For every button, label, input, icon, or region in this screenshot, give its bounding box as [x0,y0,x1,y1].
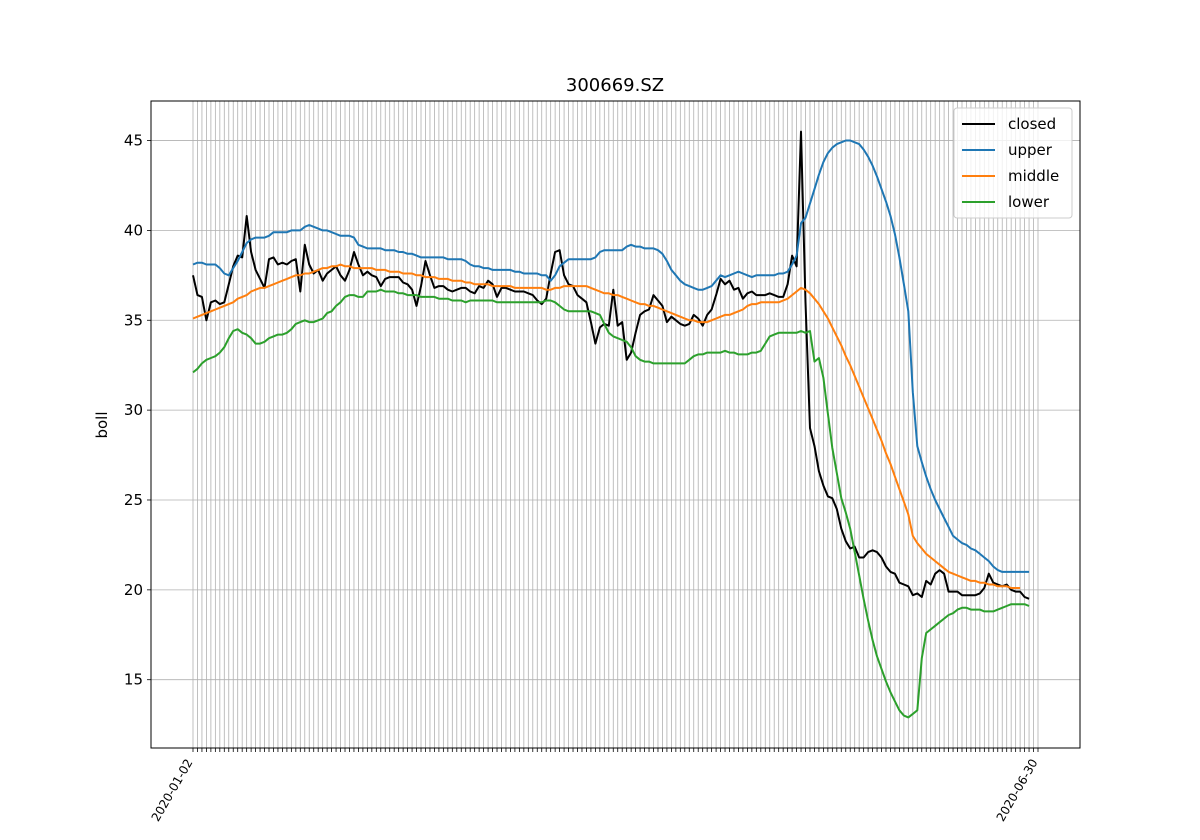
plot-frame [150,100,1081,749]
x-tick-label: 2020-06-30 [994,757,1041,824]
y-tick-label: 45 [124,132,143,150]
y-tick-label: 40 [124,221,143,239]
legend-label-upper: upper [1008,141,1053,159]
y-tick-label: 15 [124,671,143,689]
series-line-upper [192,139,1030,573]
y-tick-label: 35 [124,311,143,329]
legend: closed upper middle lower [953,107,1073,219]
legend-label-closed: closed [1008,115,1056,133]
x-axis: 2020-01-02 2020-06-30 [149,748,1041,824]
grid-layer [151,101,1080,748]
legend-label-middle: middle [1008,167,1059,185]
y-axis: 15 20 25 30 35 40 45 [124,132,151,689]
y-tick-label: 25 [124,491,143,509]
series-line-middle [192,263,1021,589]
chart-title: 300669.SZ [566,75,664,96]
series-line-closed [192,130,1030,600]
y-tick-label: 20 [124,581,143,599]
series-layer [192,130,1030,719]
legend-box [953,107,1073,219]
y-axis-label: boll [93,411,111,438]
x-tick-label: 2020-01-02 [149,757,196,824]
y-tick-label: 30 [124,401,143,419]
legend-label-lower: lower [1008,193,1050,211]
series-line-lower [192,288,1030,719]
